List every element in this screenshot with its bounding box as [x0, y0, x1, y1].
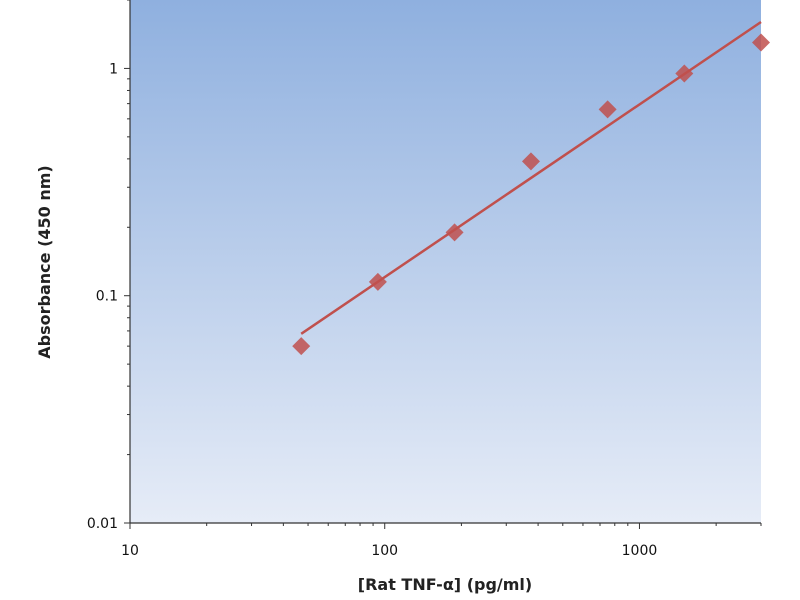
x-tick-label: 1000	[622, 543, 658, 559]
data-point	[752, 33, 770, 52]
data-point	[598, 100, 617, 119]
data-point	[368, 272, 387, 291]
x-tick-label: 100	[371, 543, 398, 559]
data-point	[292, 337, 311, 356]
data-point	[445, 223, 464, 242]
x-axis-title: [Rat TNF-α] (pg/ml)	[358, 575, 532, 594]
data-point	[521, 152, 540, 171]
y-axis-title: Absorbance (450 nm)	[35, 165, 54, 358]
x-tick-label: 10	[121, 543, 139, 559]
plot-area	[130, 0, 761, 523]
y-tick-label: 0.1	[96, 289, 118, 305]
y-tick-label: 0.01	[87, 516, 118, 532]
y-tick-label: 1	[109, 61, 118, 77]
data-point	[675, 64, 694, 83]
